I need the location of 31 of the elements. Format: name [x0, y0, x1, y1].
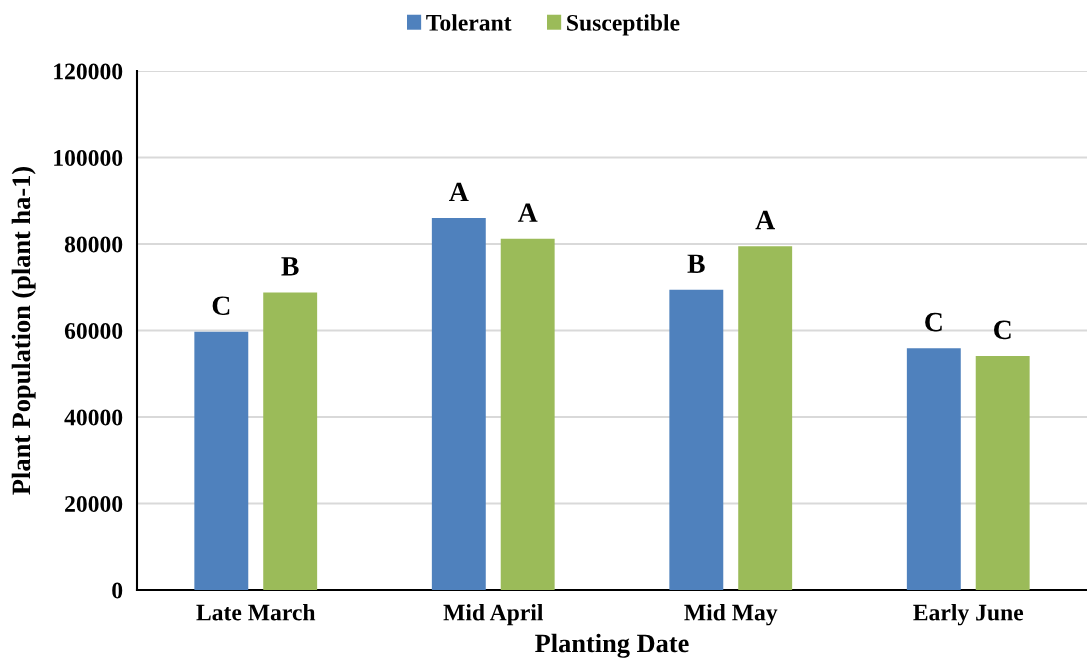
data-label: C	[212, 296, 230, 316]
y-tick-label: 100000	[54, 149, 123, 166]
y-tick-label: 0	[112, 582, 123, 599]
bar	[500, 238, 555, 590]
x-tick-label: Mid May	[684, 603, 778, 626]
x-tick-label: Early June	[913, 603, 1024, 626]
data-label: C	[994, 320, 1011, 340]
x-tick-label: Late March	[196, 603, 316, 621]
y-tick-label: 40000	[64, 409, 123, 426]
bar	[738, 246, 793, 590]
data-label: A	[755, 210, 776, 230]
bar	[906, 348, 961, 590]
legend-label: Susceptible	[567, 14, 680, 36]
bar	[194, 331, 249, 590]
y-tick-label: 120000	[54, 63, 123, 80]
y-tick-label: 80000	[64, 236, 123, 253]
bar	[669, 289, 724, 590]
bar	[431, 218, 486, 590]
legend-label: Tolerant	[426, 14, 512, 31]
data-label: B	[687, 254, 705, 273]
y-tick-label: 60000	[64, 322, 123, 339]
bar	[263, 292, 318, 590]
data-label: B	[281, 257, 299, 276]
x-tick-label: Mid April	[443, 603, 544, 626]
bar	[975, 356, 1030, 590]
x-axis-title: Planting Date	[535, 633, 689, 658]
data-label: C	[925, 312, 942, 332]
y-tick-label: 20000	[65, 495, 123, 512]
data-label: A	[449, 182, 469, 202]
y-axis-title: Plant Population (plant ha-1)	[11, 167, 36, 495]
data-label: A	[517, 203, 538, 222]
